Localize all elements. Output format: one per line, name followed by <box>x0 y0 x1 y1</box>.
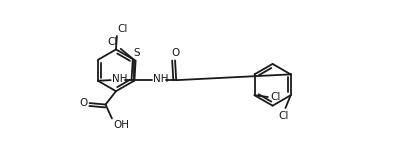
Text: S: S <box>132 48 139 58</box>
Text: Cl: Cl <box>117 24 128 34</box>
Text: Cl: Cl <box>277 112 288 122</box>
Text: OH: OH <box>113 120 129 130</box>
Text: NH: NH <box>111 74 127 84</box>
Text: O: O <box>171 48 179 58</box>
Text: Cl: Cl <box>107 36 118 46</box>
Text: O: O <box>79 98 87 108</box>
Text: NH: NH <box>153 74 168 84</box>
Text: Cl: Cl <box>269 92 280 102</box>
